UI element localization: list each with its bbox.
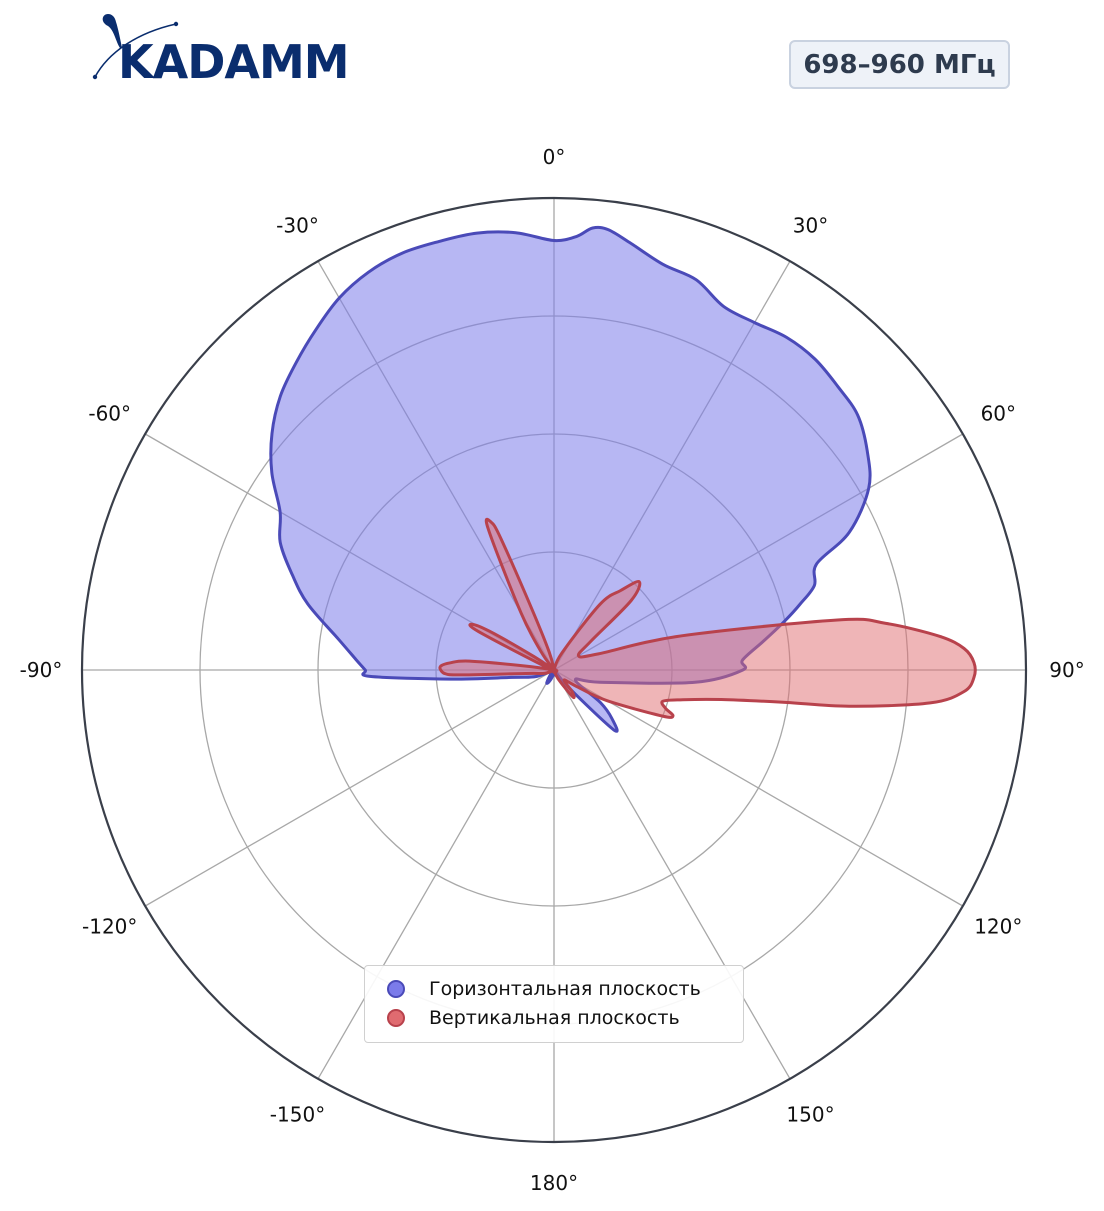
angle-tick-label: -120° bbox=[82, 915, 137, 939]
legend-marker-icon bbox=[387, 1009, 405, 1027]
angle-tick-label: 150° bbox=[786, 1102, 834, 1126]
angle-tick-label: 120° bbox=[974, 915, 1022, 939]
logo-arc-dot-icon bbox=[92, 74, 98, 80]
angle-tick-label: 0° bbox=[543, 145, 566, 169]
logo-text: KADAMM bbox=[118, 35, 349, 88]
legend-item-vertical: Вертикальная плоскость bbox=[387, 1005, 680, 1031]
angular-gridline bbox=[553, 669, 964, 907]
angular-gridline bbox=[317, 669, 555, 1080]
angle-tick-label: -60° bbox=[88, 402, 131, 426]
kadamm-logo: KADAMM bbox=[92, 14, 350, 88]
angle-tick-label: 90° bbox=[1049, 658, 1084, 682]
legend: Горизонтальная плоскость Вертикальная пл… bbox=[364, 965, 744, 1043]
angle-tick-label: -30° bbox=[276, 214, 319, 238]
frequency-badge: 698–960 МГц bbox=[789, 40, 1010, 89]
angle-tick-label: 30° bbox=[793, 214, 828, 238]
angle-tick-label: 60° bbox=[981, 402, 1016, 426]
legend-label-horizontal: Горизонтальная плоскость bbox=[429, 978, 701, 1000]
logo-swoosh-icon bbox=[102, 14, 122, 48]
angular-labels: 0° 30° 60° 90° 120° 150° 180° -150° -120° -90° -60… bbox=[20, 145, 1085, 1195]
legend-item-horizontal: Горизонтальная плоскость bbox=[387, 976, 701, 1002]
outer-ring-layer bbox=[80, 196, 1028, 1144]
angle-tick-label: -150° bbox=[270, 1102, 325, 1126]
angle-tick-label: -90° bbox=[20, 658, 63, 682]
logo-arc-dot-icon bbox=[173, 21, 179, 27]
angular-gridline bbox=[144, 669, 555, 907]
legend-label-vertical: Вертикальная плоскость bbox=[429, 1007, 680, 1029]
logo-arc-icon bbox=[94, 23, 177, 78]
outer-ring bbox=[80, 196, 1028, 1144]
legend-marker-icon bbox=[387, 980, 405, 998]
angular-gridline bbox=[553, 669, 791, 1080]
series-layer bbox=[269, 225, 977, 733]
series-vertical bbox=[438, 517, 977, 719]
angle-tick-label: 180° bbox=[530, 1171, 578, 1195]
